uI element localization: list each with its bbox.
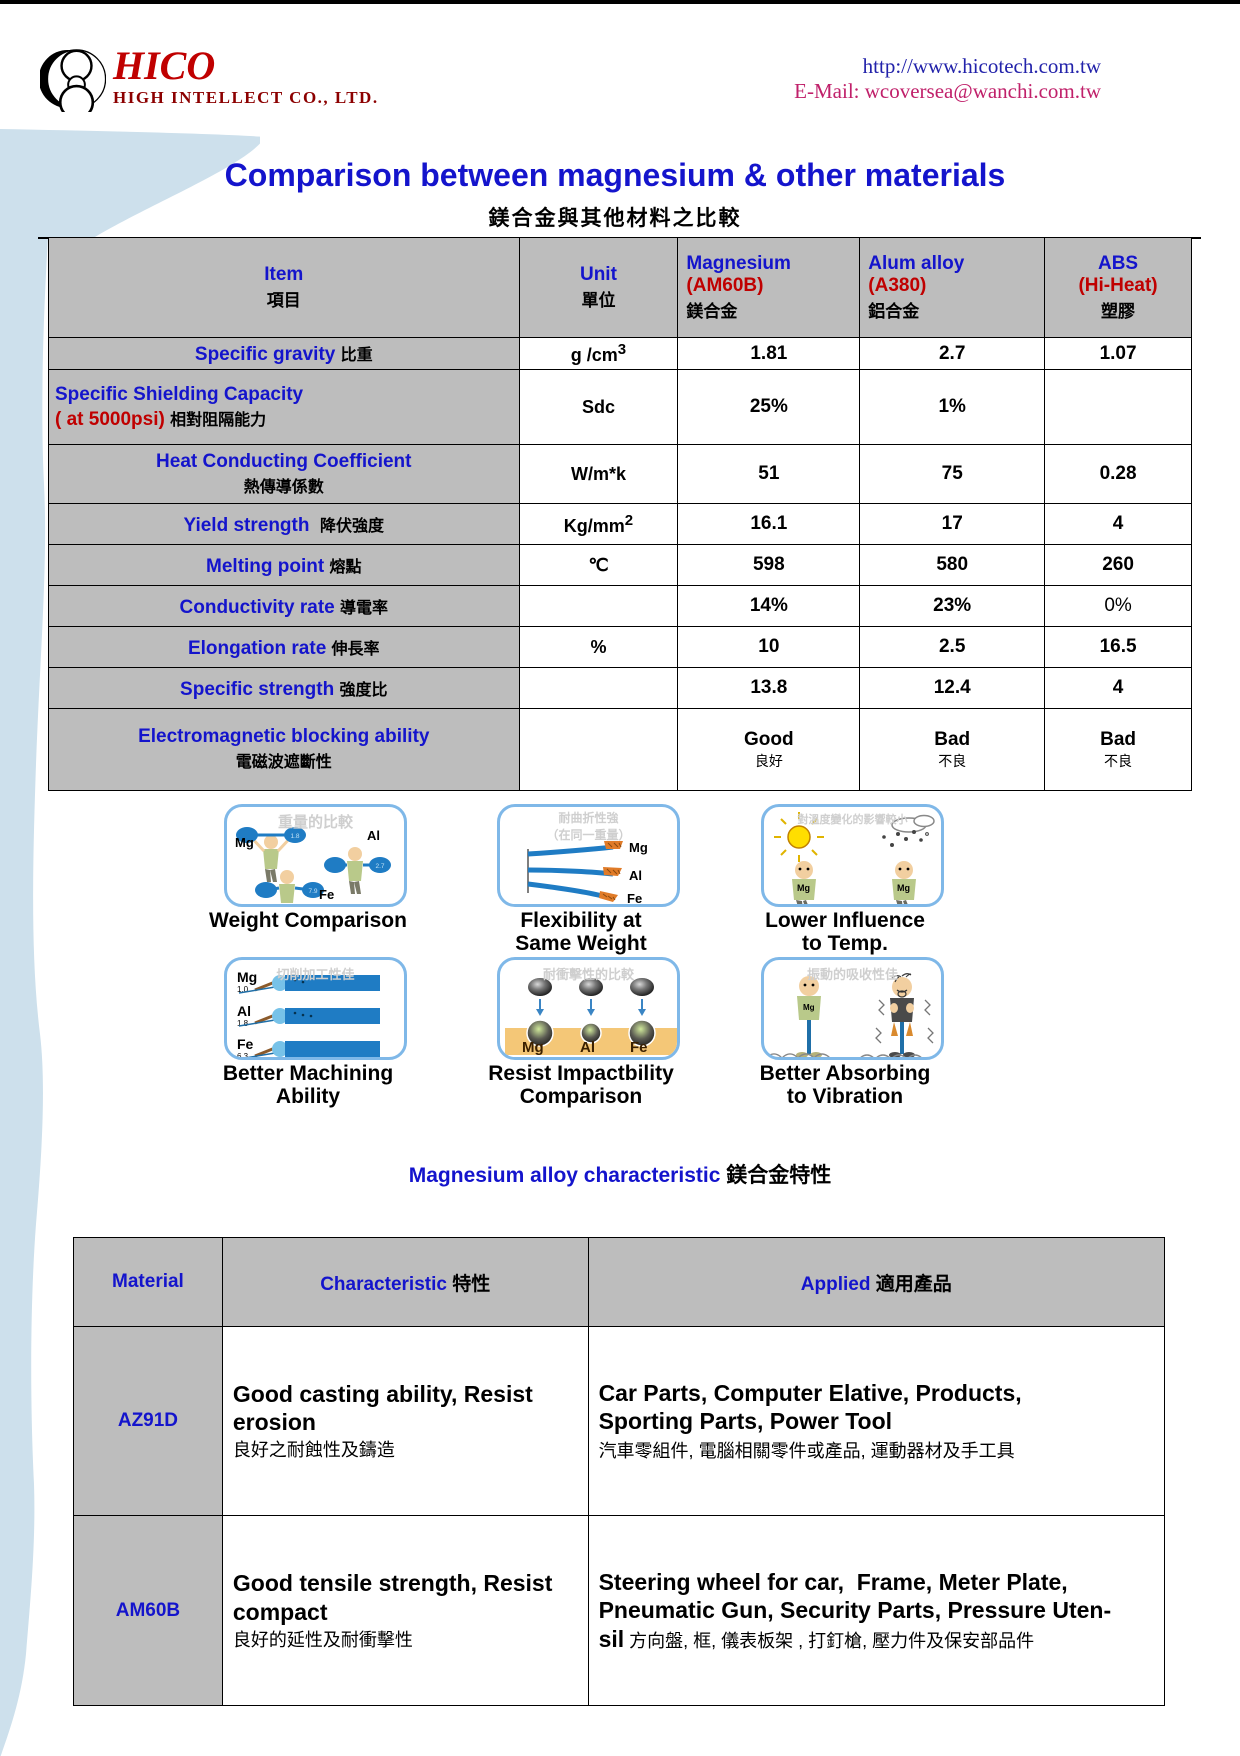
svg-text:Mg: Mg bbox=[522, 1039, 544, 1056]
svg-text:6.3: 6.3 bbox=[237, 1052, 249, 1060]
svg-text:1.8: 1.8 bbox=[237, 1019, 249, 1028]
svg-text:Al: Al bbox=[629, 868, 642, 883]
svg-text:Al: Al bbox=[237, 1003, 251, 1019]
svg-text:Mg: Mg bbox=[235, 835, 254, 850]
svg-text:2.7: 2.7 bbox=[375, 863, 384, 870]
svg-text:Mg: Mg bbox=[797, 883, 810, 893]
svg-text:Fe: Fe bbox=[319, 887, 334, 902]
svg-text:Mg: Mg bbox=[803, 1003, 815, 1012]
svg-text:Mg: Mg bbox=[897, 883, 910, 893]
svg-text:Fe: Fe bbox=[630, 1039, 648, 1056]
svg-text:1.8: 1.8 bbox=[290, 833, 299, 840]
svg-text:Fe: Fe bbox=[237, 1036, 254, 1052]
svg-text:Al: Al bbox=[580, 1039, 595, 1056]
svg-text:7.9: 7.9 bbox=[308, 888, 317, 895]
svg-text:Fe: Fe bbox=[627, 891, 642, 906]
